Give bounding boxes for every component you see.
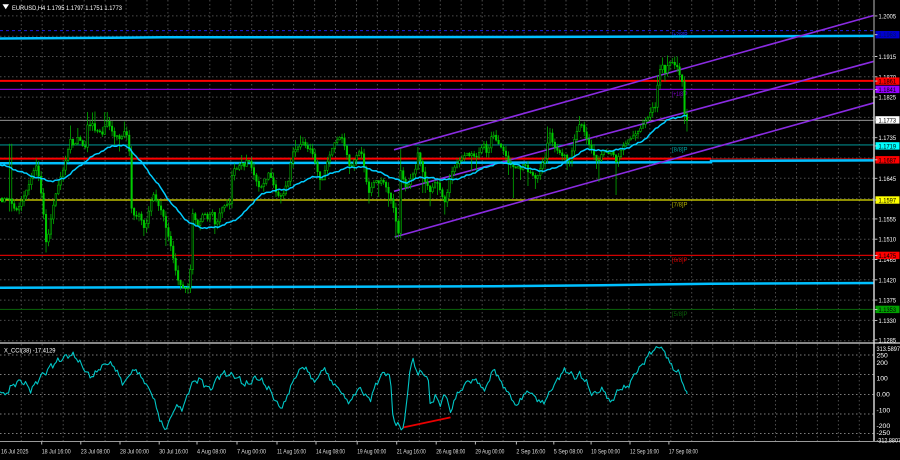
svg-text:21 Aug 16:00: 21 Aug 16:00	[397, 449, 426, 456]
svg-text:1.1475: 1.1475	[879, 253, 897, 260]
svg-text:[6/8]P: [6/8]P	[672, 257, 688, 264]
svg-text:1.1861: 1.1861	[879, 79, 897, 86]
svg-text:[5/8]P: [5/8]P	[672, 311, 688, 318]
svg-text:0.00: 0.00	[877, 391, 890, 398]
svg-text:200: 200	[877, 360, 889, 367]
svg-text:16 Jul 2025: 16 Jul 2025	[1, 449, 29, 456]
svg-text:1.1841: 1.1841	[879, 87, 897, 94]
svg-text:313.5897: 313.5897	[877, 346, 900, 353]
svg-text:250: 250	[877, 352, 889, 359]
svg-text:23 Jul 08:00: 23 Jul 08:00	[81, 449, 110, 456]
svg-text:X_CCI(38) -17.4129: X_CCI(38) -17.4129	[4, 348, 56, 355]
svg-text:4 Aug 08:00: 4 Aug 08:00	[197, 449, 226, 456]
svg-text:1.1375: 1.1375	[879, 298, 897, 305]
svg-text:1.1510: 1.1510	[879, 237, 897, 244]
svg-text:1.1555: 1.1555	[879, 216, 897, 223]
svg-text:29 Aug 00:00: 29 Aug 00:00	[475, 449, 504, 456]
svg-text:1.1825: 1.1825	[879, 95, 897, 102]
svg-text:[+1/8]P: [+1/8]P	[672, 91, 688, 98]
svg-text:2 Sep 16:00: 2 Sep 16:00	[516, 449, 545, 456]
svg-text:-200: -200	[877, 423, 891, 430]
svg-text:1.1353: 1.1353	[879, 307, 897, 314]
svg-text:-250: -250	[877, 430, 891, 437]
svg-text:1.1330: 1.1330	[879, 318, 897, 325]
svg-text:-100: -100	[877, 407, 891, 414]
svg-text:1.1773: 1.1773	[879, 117, 897, 124]
svg-text:1.1735: 1.1735	[879, 135, 897, 142]
svg-text:11 Aug 16:00: 11 Aug 16:00	[277, 449, 306, 456]
svg-text:1.1420: 1.1420	[879, 277, 897, 284]
svg-text:14 Aug 08:00: 14 Aug 08:00	[316, 449, 345, 456]
svg-text:1.1465: 1.1465	[879, 257, 897, 264]
svg-text:1.1719: 1.1719	[879, 143, 897, 150]
svg-text:1.1687: 1.1687	[879, 157, 897, 164]
svg-text:1.1285: 1.1285	[879, 337, 897, 344]
svg-text:10 Sep 00:00: 10 Sep 00:00	[591, 449, 620, 456]
svg-text:[8/8]P: [8/8]P	[672, 147, 688, 154]
svg-text:1.1915: 1.1915	[879, 54, 897, 61]
svg-text:7 Aug 00:00: 7 Aug 00:00	[237, 449, 266, 456]
svg-text:19 Aug 00:00: 19 Aug 00:00	[357, 449, 386, 456]
svg-text:5 Sep 08:00: 5 Sep 08:00	[554, 449, 583, 456]
svg-text:1.1963: 1.1963	[879, 32, 897, 39]
svg-text:30 Jul 16:00: 30 Jul 16:00	[159, 449, 188, 456]
svg-text:18 Jul 16:00: 18 Jul 16:00	[42, 449, 71, 456]
svg-text:1.1597: 1.1597	[879, 198, 897, 205]
svg-text:17 Sep 08:00: 17 Sep 08:00	[669, 449, 698, 456]
svg-text:1.2005: 1.2005	[879, 13, 897, 20]
svg-text:[+2/8]P: [+2/8]P	[672, 32, 688, 39]
svg-text:1.1645: 1.1645	[879, 176, 897, 183]
svg-text:12 Sep 16:00: 12 Sep 16:00	[630, 449, 659, 456]
svg-text:26 Aug 08:00: 26 Aug 08:00	[436, 449, 465, 456]
svg-text:[7/8]P: [7/8]P	[672, 202, 688, 209]
svg-text:28 Jul 00:00: 28 Jul 00:00	[120, 449, 149, 456]
svg-text:100: 100	[877, 376, 889, 383]
svg-text:EURUSD,H4 1.1795 1.1797 1.175: EURUSD,H4 1.1795 1.1797 1.1751 1.1773	[12, 5, 122, 12]
svg-text:-312.8807: -312.8807	[877, 438, 900, 445]
